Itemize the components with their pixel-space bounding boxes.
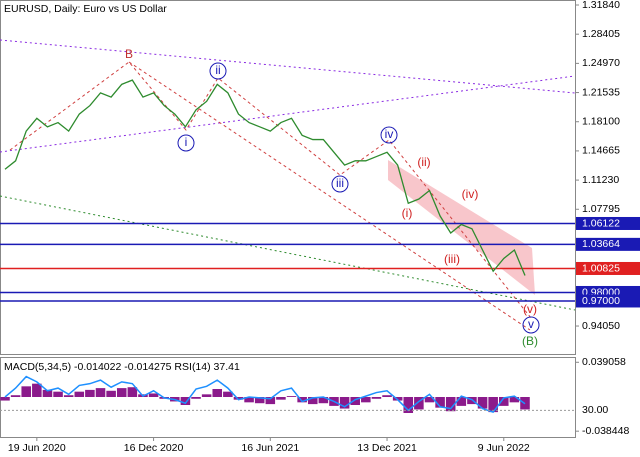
wave-label: iv bbox=[385, 127, 394, 141]
macd-bar bbox=[106, 390, 116, 397]
macd-bar bbox=[456, 397, 467, 406]
price-panel bbox=[0, 0, 576, 355]
macd-bar bbox=[95, 388, 106, 397]
y-tick-label: 1.21535 bbox=[582, 86, 620, 98]
x-tick-label: 9 Jun 2022 bbox=[478, 442, 530, 454]
macd-bar bbox=[148, 393, 159, 397]
y-tick-label: 1.07795 bbox=[582, 203, 620, 215]
wave-label: (v) bbox=[523, 302, 537, 316]
macd-bar bbox=[509, 397, 520, 403]
macd-bar bbox=[85, 389, 95, 397]
indicator-tick-label: 0.039058 bbox=[582, 356, 626, 368]
macd-bar bbox=[180, 397, 191, 405]
macd-bar bbox=[223, 391, 233, 397]
macd-bar bbox=[63, 395, 74, 397]
macd-bar bbox=[10, 395, 21, 397]
macd-bar bbox=[233, 397, 244, 400]
macd-bar bbox=[350, 397, 360, 405]
wave-circle bbox=[177, 134, 195, 152]
macd-bar bbox=[318, 397, 329, 404]
y-tick-label: 0.94050 bbox=[582, 320, 620, 332]
macd-bar bbox=[424, 397, 435, 403]
macd-bar bbox=[371, 397, 382, 399]
macd-bar bbox=[414, 397, 424, 410]
chart-title: EURUSD, Daily: Euro vs US Dollar bbox=[4, 3, 167, 15]
y-tick-label: 1.14665 bbox=[582, 145, 620, 157]
macd-bar bbox=[0, 397, 10, 401]
macd-bar bbox=[361, 397, 371, 403]
wave-label: (i) bbox=[402, 206, 413, 220]
macd-bar bbox=[53, 391, 63, 397]
trend-line bbox=[0, 75, 576, 153]
level-label: 1.03664 bbox=[582, 238, 620, 250]
wave-label: i bbox=[185, 135, 188, 149]
wave-label: (iii) bbox=[444, 252, 460, 266]
y-tick-label: 1.31840 bbox=[582, 0, 620, 11]
level-badge bbox=[576, 237, 640, 251]
macd-bar bbox=[116, 388, 127, 397]
macd-bar bbox=[339, 397, 350, 409]
macd-bar bbox=[254, 397, 265, 404]
macd-bar bbox=[445, 397, 456, 412]
macd-bar bbox=[21, 386, 31, 397]
level-badge bbox=[576, 294, 640, 308]
macd-bar bbox=[265, 397, 276, 405]
wave-circle bbox=[380, 126, 398, 144]
indicator-title: MACD(5,34,5) -0.014022 -0.014275 RSI(14)… bbox=[4, 361, 240, 373]
y-tick-label: 1.28405 bbox=[582, 28, 620, 40]
level-label: 1.00825 bbox=[582, 262, 620, 274]
level-badge bbox=[576, 261, 640, 275]
macd-bar bbox=[488, 397, 498, 413]
wave-circle bbox=[522, 316, 540, 334]
x-tick-label: 13 Dec 2021 bbox=[357, 442, 417, 454]
wave-label: (ii) bbox=[417, 155, 430, 169]
trend-line bbox=[0, 39, 576, 94]
wave-label: (iv) bbox=[462, 187, 479, 201]
wave-label: v bbox=[528, 317, 534, 331]
x-tick-label: 16 Dec 2020 bbox=[124, 442, 184, 454]
macd-bar bbox=[74, 391, 85, 397]
x-tick-label: 19 Jun 2020 bbox=[8, 442, 66, 454]
y-tick-label: 1.18100 bbox=[582, 116, 620, 128]
x-tick-label: 16 Jun 2021 bbox=[241, 442, 299, 454]
rsi-tick-label: 30.00 bbox=[582, 404, 608, 416]
macd-bar bbox=[435, 397, 445, 408]
y-tick-label: 1.11230 bbox=[582, 174, 619, 186]
macd-bar bbox=[212, 389, 223, 397]
level-label: 0.97000 bbox=[582, 295, 620, 307]
wave-label: iii bbox=[336, 176, 344, 190]
macd-bar bbox=[307, 397, 318, 405]
level-badge bbox=[576, 216, 640, 230]
macd-bar bbox=[42, 389, 53, 397]
macd-bar bbox=[403, 397, 414, 413]
macd-bar bbox=[286, 396, 297, 397]
wave-circle bbox=[209, 62, 227, 80]
macd-bar bbox=[32, 383, 42, 397]
wave-label: B bbox=[125, 47, 133, 61]
wave-label: (B) bbox=[522, 334, 538, 348]
price-line bbox=[4, 79, 526, 276]
macd-bar bbox=[382, 395, 392, 397]
indicator-tick-label: -0.038448 bbox=[582, 425, 629, 437]
macd-bar bbox=[499, 397, 509, 406]
wave-path bbox=[128, 61, 531, 331]
macd-bar bbox=[477, 397, 488, 409]
y-tick-label: 1.24970 bbox=[582, 57, 620, 69]
macd-bar bbox=[191, 397, 201, 399]
rsi-line bbox=[4, 375, 526, 413]
level-label: 1.06122 bbox=[582, 217, 620, 229]
macd-bar bbox=[297, 397, 307, 403]
wave-label: ii bbox=[215, 63, 220, 77]
macd-bar bbox=[276, 397, 286, 400]
macd-bar bbox=[201, 394, 212, 397]
macd-bar bbox=[244, 397, 254, 403]
wave-circle bbox=[331, 175, 349, 193]
macd-bar bbox=[127, 387, 138, 397]
